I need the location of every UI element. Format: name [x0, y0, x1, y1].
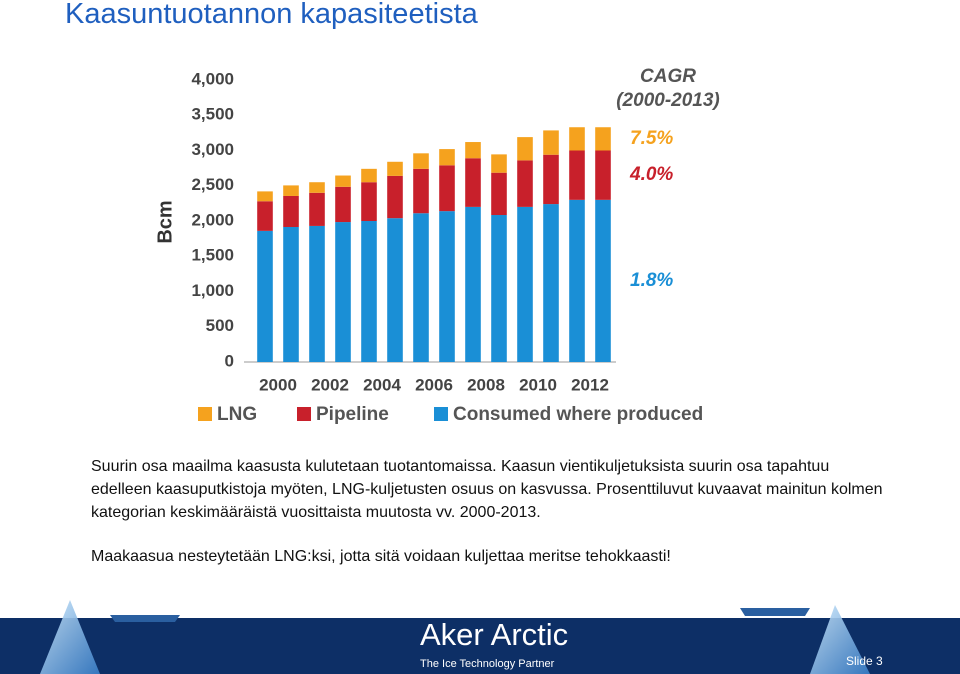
brand: Aker Arctic [420, 617, 568, 652]
bar-segment [439, 165, 455, 212]
bar-segment [543, 130, 559, 155]
bar-segment [543, 154, 559, 205]
ice-shape [810, 605, 870, 674]
slide-number: Slide 3 [846, 654, 883, 668]
bar-segment [335, 186, 351, 223]
bar-segment [257, 201, 273, 231]
cagr-label: 7.5% [630, 128, 673, 149]
bar-segment [569, 127, 585, 151]
x-tick-label: 2006 [415, 375, 453, 394]
x-tick-label: 2008 [467, 375, 505, 394]
legend-label: Pipeline [316, 404, 389, 425]
bar-segment [413, 213, 429, 362]
bar-segment [569, 199, 585, 362]
legend-swatch [198, 407, 212, 421]
bar-segment [413, 153, 429, 169]
bar-segment [491, 172, 507, 216]
x-tick-label: 2000 [259, 375, 297, 394]
bar-segment [283, 226, 299, 362]
bar-segment [257, 230, 273, 362]
x-tick-label: 2002 [311, 375, 349, 394]
y-tick-label: 2,500 [191, 175, 234, 194]
ship-icon [740, 608, 810, 616]
bar-segment [465, 158, 481, 207]
footer-band [0, 618, 960, 674]
tagline: The Ice Technology Partner [420, 658, 555, 670]
paragraph: Suurin osa maailma kaasusta kulutetaan t… [91, 458, 883, 521]
x-tick-label: 2010 [519, 375, 557, 394]
bar-segment [361, 168, 377, 183]
bar-segment [439, 211, 455, 362]
annotation: CAGR [640, 66, 696, 87]
bar-segment [517, 160, 533, 207]
bar-segment [283, 195, 299, 227]
bar-segment [517, 206, 533, 362]
y-tick-label: 500 [206, 316, 234, 335]
y-tick-label: 3,500 [191, 105, 234, 124]
ship-icon [110, 615, 180, 622]
ice-shape [40, 600, 100, 674]
bar-segment [439, 149, 455, 166]
y-tick-label: 0 [225, 351, 234, 370]
bar-segment [595, 199, 611, 362]
y-tick-label: 2,000 [191, 210, 234, 229]
y-tick-label: 1,500 [191, 246, 234, 265]
bar-segment [413, 168, 429, 214]
bar-segment [595, 150, 611, 200]
y-tick-label: 4,000 [191, 69, 234, 88]
paragraph: Maakaasua nesteytetään LNG:ksi, jotta si… [91, 548, 671, 565]
bar-segment [361, 182, 377, 221]
bar-segment [387, 218, 403, 362]
bar-segment [491, 154, 507, 173]
bar-segment [387, 161, 403, 176]
bar-segment [309, 192, 325, 226]
x-tick-label: 2004 [363, 375, 401, 394]
cagr-label: 1.8% [630, 270, 673, 291]
x-tick-label: 2012 [571, 375, 609, 394]
bar-segment [595, 127, 611, 151]
bar-segment [361, 221, 377, 362]
y-axis-label: Bcm [154, 200, 176, 243]
slide-title: Kaasuntuotannon kapasiteetista [65, 0, 478, 30]
bar-segment [491, 215, 507, 362]
bar-segment [465, 206, 481, 362]
bar-segment [283, 185, 299, 196]
bar-segment [335, 222, 351, 362]
bar-segment [309, 182, 325, 193]
bar-segment [309, 225, 325, 362]
bar-segment [569, 150, 585, 200]
bar-segment [335, 175, 351, 187]
y-tick-label: 3,000 [191, 140, 234, 159]
bar-segment [465, 142, 481, 159]
annotation: (2000-2013) [616, 90, 720, 111]
legend-label: LNG [217, 404, 257, 425]
legend-label: Consumed where produced [453, 404, 703, 425]
bar-segment [517, 137, 533, 161]
bar-segment [387, 175, 403, 219]
y-tick-label: 1,000 [191, 281, 234, 300]
legend-swatch [434, 407, 448, 421]
bar-segment [257, 191, 273, 202]
bar-segment [543, 204, 559, 362]
legend-swatch [297, 407, 311, 421]
cagr-label: 4.0% [629, 164, 673, 185]
